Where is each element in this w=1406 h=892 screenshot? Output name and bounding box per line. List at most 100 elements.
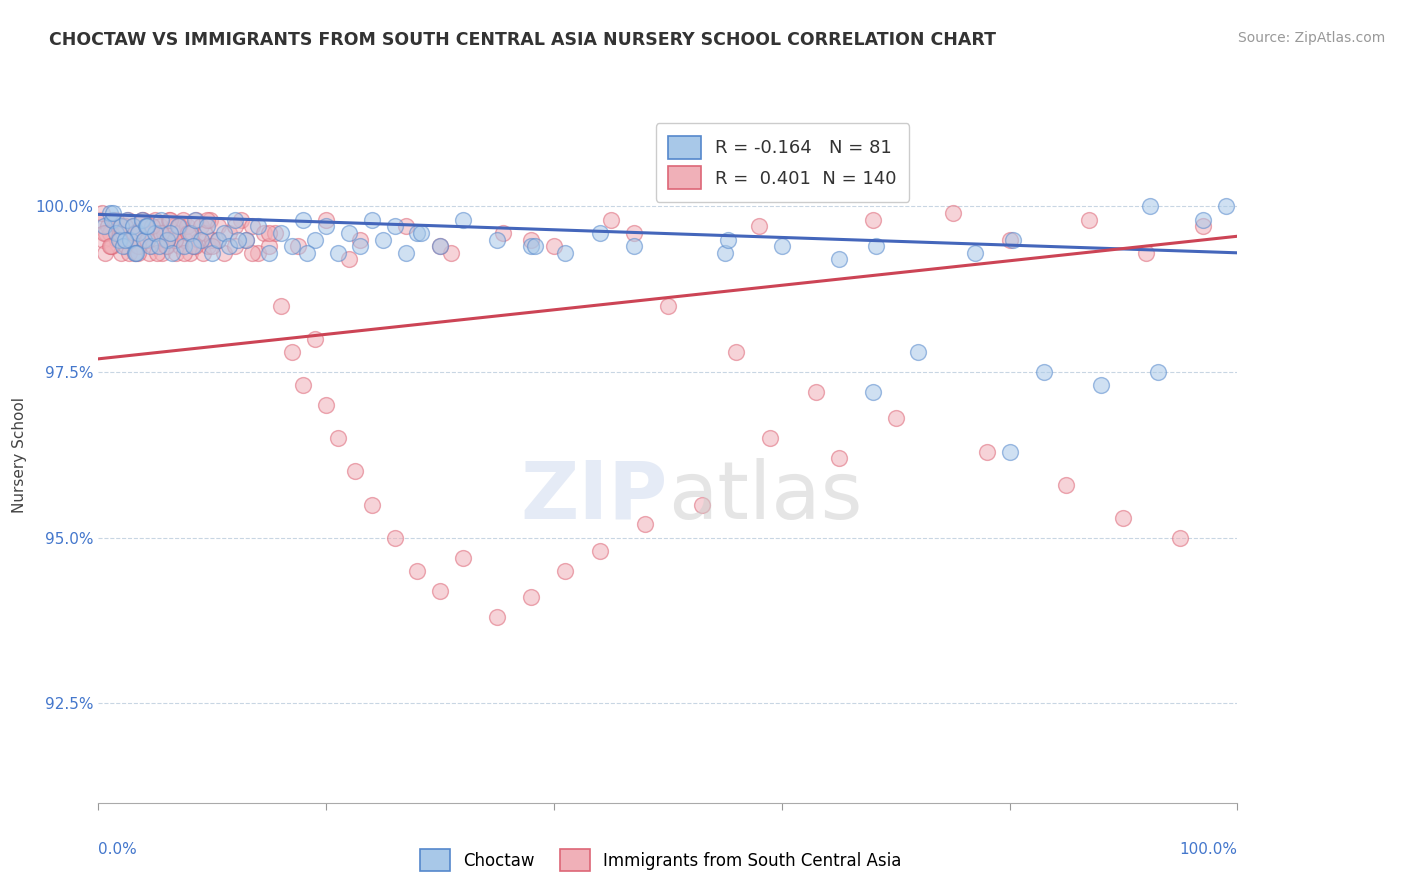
Point	[150, 226, 173, 240]
Point	[315, 219, 337, 234]
Point	[714, 245, 737, 260]
Point	[270, 299, 292, 313]
Point	[127, 239, 149, 253]
Point	[198, 212, 221, 227]
Point	[120, 233, 142, 247]
Point	[159, 226, 181, 240]
Point	[156, 233, 179, 247]
Point	[96, 219, 118, 234]
Point	[138, 245, 160, 260]
Point	[337, 252, 360, 267]
Point	[406, 226, 429, 240]
Point	[252, 226, 274, 240]
Point	[146, 233, 169, 247]
Point	[862, 212, 884, 227]
Y-axis label: Nursery School: Nursery School	[13, 397, 27, 513]
Point	[156, 239, 179, 253]
Point	[264, 226, 287, 240]
Point	[104, 226, 127, 240]
Text: Source: ZipAtlas.com: Source: ZipAtlas.com	[1237, 31, 1385, 45]
Point	[167, 226, 190, 240]
Point	[100, 239, 122, 253]
Point	[187, 233, 209, 247]
Point	[748, 219, 770, 234]
Point	[114, 239, 136, 253]
Point	[292, 212, 315, 227]
Point	[259, 226, 281, 240]
Point	[235, 233, 257, 247]
Point	[201, 239, 224, 253]
Point	[139, 226, 162, 240]
Point	[112, 239, 135, 253]
Point	[121, 219, 143, 234]
Point	[235, 233, 257, 247]
Point	[224, 239, 246, 253]
Point	[1146, 365, 1168, 379]
Point	[520, 233, 543, 247]
Point	[600, 212, 623, 227]
Point	[94, 245, 117, 260]
Point	[136, 219, 159, 234]
Point	[174, 233, 197, 247]
Point	[1112, 511, 1135, 525]
Point	[149, 219, 172, 234]
Text: 100.0%: 100.0%	[1180, 842, 1237, 856]
Point	[240, 219, 263, 234]
Point	[136, 233, 159, 247]
Point	[1139, 199, 1161, 213]
Point	[160, 233, 183, 247]
Point	[148, 239, 170, 253]
Point	[337, 226, 360, 240]
Point	[108, 233, 131, 247]
Point	[240, 245, 263, 260]
Point	[91, 233, 114, 247]
Point	[588, 226, 610, 240]
Point	[384, 531, 406, 545]
Point	[1215, 199, 1237, 213]
Point	[190, 233, 212, 247]
Point	[1090, 378, 1112, 392]
Point	[349, 239, 371, 253]
Point	[118, 245, 141, 260]
Point	[115, 212, 138, 227]
Point	[224, 219, 246, 234]
Point	[184, 239, 207, 253]
Point	[165, 245, 187, 260]
Point	[942, 206, 965, 220]
Point	[554, 564, 576, 578]
Point	[292, 378, 315, 392]
Point	[138, 239, 160, 253]
Point	[862, 384, 884, 399]
Point	[228, 233, 250, 247]
Point	[207, 219, 229, 234]
Point	[169, 219, 191, 234]
Point	[1170, 531, 1192, 545]
Point	[179, 245, 201, 260]
Point	[543, 239, 565, 253]
Point	[429, 239, 451, 253]
Point	[184, 212, 207, 227]
Point	[315, 212, 337, 227]
Point	[270, 226, 292, 240]
Point	[429, 239, 451, 253]
Point	[1135, 245, 1157, 260]
Point	[197, 239, 219, 253]
Point	[135, 219, 157, 234]
Point	[195, 219, 218, 234]
Point	[451, 550, 474, 565]
Legend: R = -0.164   N = 81, R =  0.401  N = 140: R = -0.164 N = 81, R = 0.401 N = 140	[655, 123, 910, 202]
Point	[281, 345, 304, 359]
Point	[395, 219, 418, 234]
Point	[121, 219, 143, 234]
Point	[162, 245, 184, 260]
Point	[108, 233, 131, 247]
Point	[229, 212, 252, 227]
Point	[451, 212, 474, 227]
Point	[90, 212, 112, 227]
Point	[1032, 365, 1054, 379]
Point	[150, 245, 173, 260]
Point	[429, 583, 451, 598]
Point	[183, 239, 205, 253]
Point	[884, 411, 907, 425]
Point	[287, 239, 309, 253]
